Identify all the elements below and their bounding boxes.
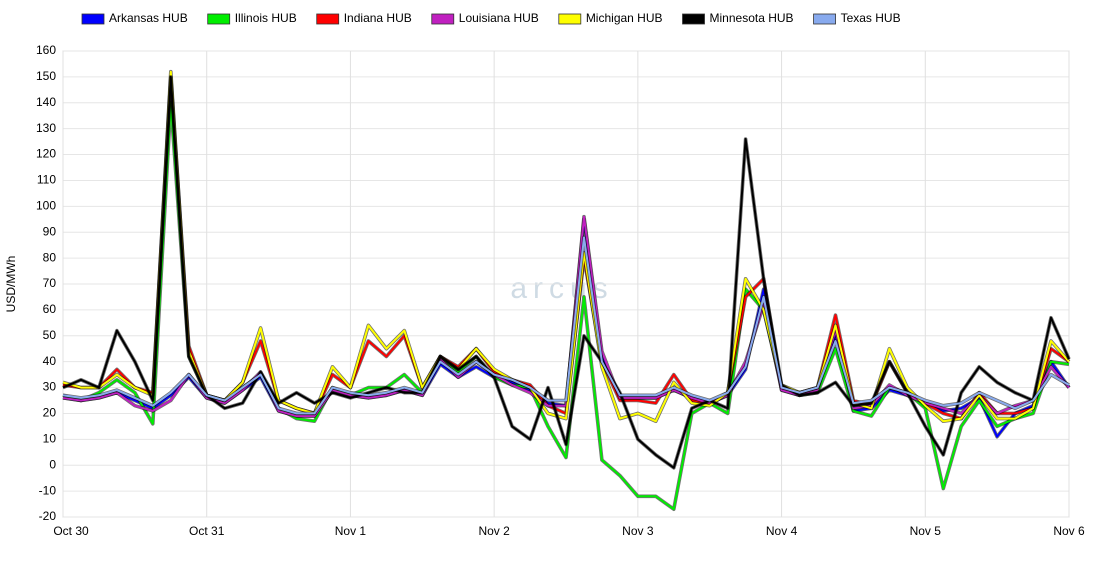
legend-label: Louisiana HUB [459, 11, 539, 25]
legend-swatch [316, 13, 340, 25]
series-line [62, 236, 1070, 415]
legend-swatch [682, 13, 705, 25]
series-line [62, 75, 1070, 469]
y-tick-label: 10 [43, 432, 57, 446]
legend-label: Illinois HUB [235, 11, 297, 25]
y-tick-label: 60 [43, 302, 57, 316]
legend-swatch [81, 13, 105, 25]
legend-label: Michigan HUB [586, 11, 663, 25]
series-line-outline [62, 69, 1071, 424]
legend-label: Minnesota HUB [710, 11, 794, 25]
series-line-outline [62, 101, 1070, 512]
series-line [62, 75, 1070, 420]
legend-label: Texas HUB [841, 11, 901, 25]
legend-swatch [558, 13, 582, 25]
y-tick-label: 140 [36, 95, 56, 109]
x-tick-label: Oct 31 [189, 524, 225, 538]
x-tick-label: Nov 4 [766, 524, 798, 538]
y-tick-label: 30 [43, 380, 57, 394]
legend-swatch [207, 13, 231, 25]
x-tick-label: Nov 5 [910, 524, 942, 538]
y-tick-label: 0 [49, 457, 56, 471]
y-tick-label: -10 [39, 483, 57, 497]
legend-swatch [431, 13, 455, 25]
y-tick-label: 160 [36, 43, 56, 57]
x-tick-label: Nov 2 [478, 524, 510, 538]
y-tick-label: 110 [37, 173, 56, 187]
y-tick-label: 20 [43, 406, 57, 420]
y-tick-label: 90 [43, 224, 57, 238]
y-axis-label: USD/MWh [4, 256, 18, 313]
x-tick-label: Nov 1 [335, 524, 367, 538]
legend-swatch [813, 13, 836, 25]
legend-label: Indiana HUB [344, 11, 412, 25]
y-tick-label: -20 [39, 509, 57, 523]
y-tick-label: 40 [43, 354, 57, 368]
series-line [62, 70, 1070, 423]
legend-label: Arkansas HUB [109, 11, 188, 25]
y-tick-label: 130 [36, 121, 56, 135]
y-tick-label: 150 [36, 69, 56, 83]
y-tick-label: 120 [36, 147, 56, 161]
y-tick-label: 70 [43, 276, 57, 290]
y-tick-label: 100 [36, 199, 56, 213]
watermark: arcus [510, 272, 613, 305]
y-tick-label: 50 [43, 328, 57, 342]
series-line-outline [62, 75, 1071, 421]
series-line-outline [62, 235, 1070, 416]
x-tick-label: Nov 3 [622, 524, 654, 538]
x-tick-label: Oct 30 [53, 524, 89, 538]
x-tick-label: Nov 6 [1053, 524, 1085, 538]
y-tick-label: 80 [43, 250, 57, 264]
